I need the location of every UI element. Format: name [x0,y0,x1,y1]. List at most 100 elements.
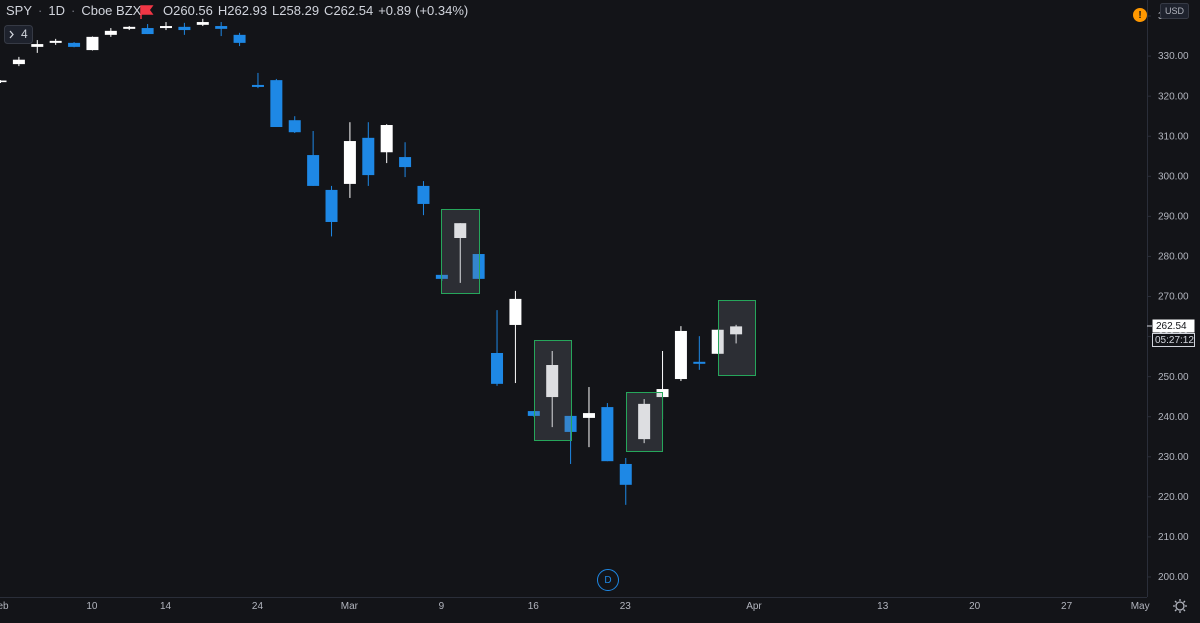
x-tick-label: Mar [341,601,359,612]
candle-body [215,26,228,29]
y-tick-label: 230.00 [1158,452,1189,463]
candle-body [288,120,301,133]
candle-body [104,30,117,35]
candle-body [638,403,651,440]
currency: USD [1165,6,1185,16]
currency-box[interactable] [1160,3,1189,19]
y-tick-label: 290.00 [1158,212,1189,223]
candle-body [491,352,504,384]
candle-body [472,254,485,279]
y-tick-label: 280.00 [1158,252,1189,263]
candle-body [601,407,614,462]
candle-body [693,361,706,364]
indicators-toggle[interactable] [4,25,33,44]
symbol[interactable]: SPY [6,3,32,18]
candle-body [582,413,595,418]
event-marker[interactable] [597,569,619,591]
candle-body [178,26,191,31]
countdown-box [1152,333,1195,347]
plot-area [0,18,743,505]
ohlc-label: C [324,3,333,18]
interval[interactable]: 1D [48,3,65,18]
candle-body [417,185,430,204]
y-tick-label: 310.00 [1158,131,1189,142]
x-tick-label: Feb [0,601,9,612]
x-tick-label: 10 [86,601,98,612]
candle-body [325,189,338,222]
ohlc-label: L [272,3,279,18]
candle-body [86,36,99,51]
candle-body [509,298,522,325]
candle-body [564,415,577,432]
indicator-count: 4 [21,27,28,41]
time-axis[interactable]: Feb 10 14 24 Mar 9 16 23 Apr 13 20 27 May [0,601,1150,612]
candle-body [380,125,393,153]
candle-body [49,40,62,43]
x-tick-label: 14 [160,601,172,612]
candle-body [343,141,356,184]
candle-body [12,59,25,65]
candle-body [399,157,412,168]
candle-body [31,44,44,47]
ohlc-label: H [218,3,227,18]
y-tick-label: 300.00 [1158,171,1189,182]
candle-body [711,329,724,354]
candle-body [196,22,209,25]
y-tick-label: 240.00 [1158,412,1189,423]
y-tick-label: 320.00 [1158,91,1189,102]
change: +0.89 [378,3,411,18]
change-percent: (+0.34%) [415,3,468,18]
candle-body [68,42,81,47]
annotations [441,209,756,452]
x-tick-label: May [1131,601,1150,612]
candle-body [270,80,283,128]
x-tick-label: 27 [1061,601,1073,612]
y-tick-label: 250.00 [1158,372,1189,383]
x-tick-label: Apr [746,601,762,612]
highlight-box[interactable] [534,340,572,441]
candle-body [674,330,687,380]
flag[interactable] [140,5,154,19]
legend: SPY · 1D · Cboe BZX [6,3,142,18]
warning-icon[interactable] [1133,8,1147,22]
candle-body [233,34,246,43]
candle-body [527,411,540,416]
price-axis[interactable]: 200.00210.00220.00230.00240.00250.00260.… [1147,11,1189,583]
candle-body [454,223,467,238]
y-tick-label: 210.00 [1158,532,1189,543]
candle-body [141,28,154,35]
candle-body [0,80,7,83]
event-marker-label: D [604,575,611,586]
highlight-box[interactable] [441,209,480,294]
y-tick-label: 200.00 [1158,572,1189,583]
last-price: 262.54 [1156,321,1187,332]
candle-body [307,155,320,186]
y-tick-label: 220.00 [1158,492,1189,503]
x-tick-label: 20 [969,601,981,612]
countdown: 05:27:12 [1155,335,1194,346]
x-tick-label: 16 [528,601,540,612]
ohlc-value: 260.56 [173,3,213,18]
settings-icon[interactable] [1173,599,1187,613]
highlight-box[interactable] [718,300,756,376]
highlight-box[interactable] [626,392,663,452]
ohlc-legend: O260.56 H262.93 L258.29 C262.54 +0.89 (+0.34%… [163,3,468,18]
x-tick-label: 9 [439,601,445,612]
candle-body [546,365,559,398]
last-price-box [1152,319,1195,333]
ohlc-value: 258.29 [279,3,319,18]
candle-body [160,26,173,29]
y-tick-label: 330.00 [1158,51,1189,62]
candle-body [251,84,264,87]
ohlc-value: 262.54 [333,3,373,18]
candle-body [362,137,375,176]
x-tick-label: 24 [252,601,264,612]
ohlc-label: O [163,3,173,18]
chevron [9,30,14,39]
svg-text:!: ! [1138,10,1141,21]
ohlc-value: 262.93 [227,3,267,18]
candle-body [730,326,743,335]
